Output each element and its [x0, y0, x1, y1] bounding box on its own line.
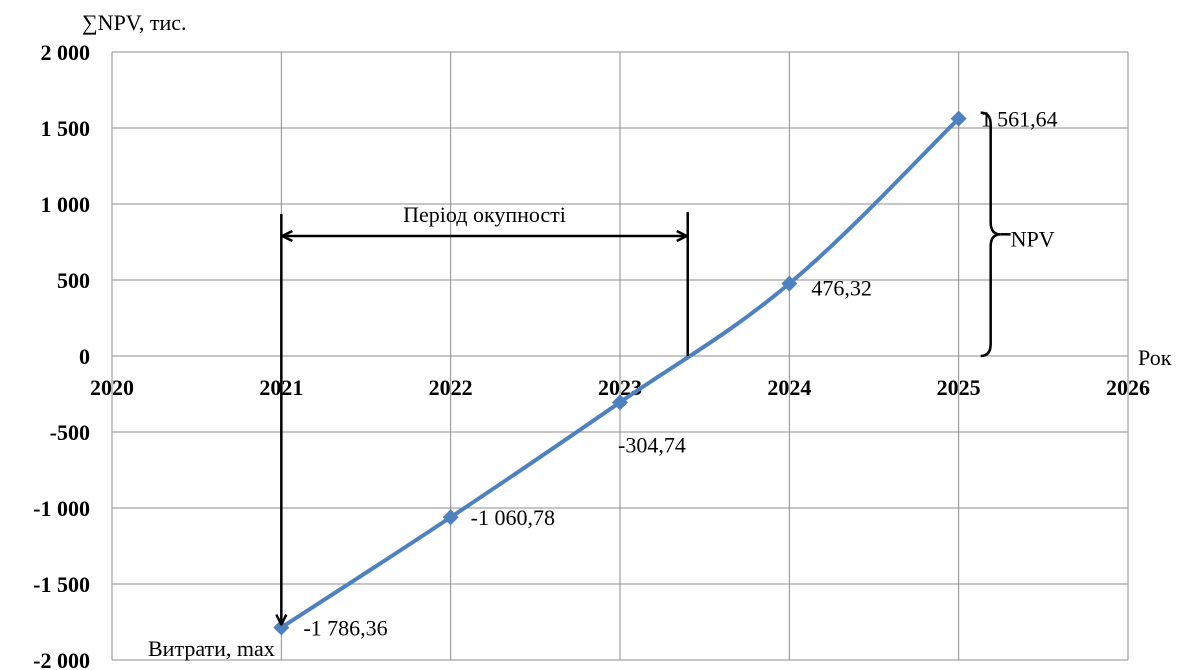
y-tick-label: 500 [57, 268, 90, 293]
y-tick-label: 1 000 [41, 192, 91, 217]
grid [111, 51, 1129, 661]
y-tick-label: -500 [50, 420, 90, 445]
data-point-marker [950, 110, 967, 127]
payback-period-label: Період окупності [403, 202, 566, 227]
y-axis-ticks: 2 000 1 500 1 000 500 0 -500 -1 000 -1 500 -2 00… [33, 40, 90, 670]
costs-max-label: Витрати, max [148, 636, 275, 661]
npv-label: NPV [1011, 226, 1055, 251]
data-label: -1 786,36 [303, 616, 387, 641]
npv-brace [980, 111, 1001, 358]
y-tick-label: -1 000 [33, 496, 90, 521]
y-tick-label: -1 500 [33, 572, 90, 597]
data-label: 476,32 [811, 276, 872, 301]
data-label: 1 561,64 [981, 107, 1058, 132]
y-tick-label: 0 [79, 344, 90, 369]
x-axis-title: Рок [1138, 345, 1172, 370]
x-tick-label: 2022 [429, 375, 473, 400]
annotations: Період окупності NPV Витрати, max [148, 111, 1055, 661]
x-tick-label: 2025 [937, 375, 981, 400]
y-tick-label: -2 000 [33, 648, 90, 670]
y-tick-label: 1 500 [41, 116, 91, 141]
x-tick-label: 2020 [90, 375, 134, 400]
data-label: -304,74 [618, 432, 686, 457]
x-axis-ticks: 2020 2021 2022 2023 2024 2025 2026 [90, 375, 1150, 400]
data-point-marker [612, 394, 628, 411]
data-point-marker [442, 509, 459, 526]
x-tick-label: 2024 [767, 375, 811, 400]
y-axis-title: ∑NPV, тис. [82, 10, 187, 35]
data-point-marker [781, 275, 798, 292]
data-label: -1 060,78 [471, 505, 555, 530]
x-tick-label: 2026 [1106, 375, 1150, 400]
series-layer: -1 786,36 -1 060,78 -304,74 476,32 1 561,64 [273, 107, 1058, 641]
y-tick-label: 2 000 [41, 40, 91, 65]
